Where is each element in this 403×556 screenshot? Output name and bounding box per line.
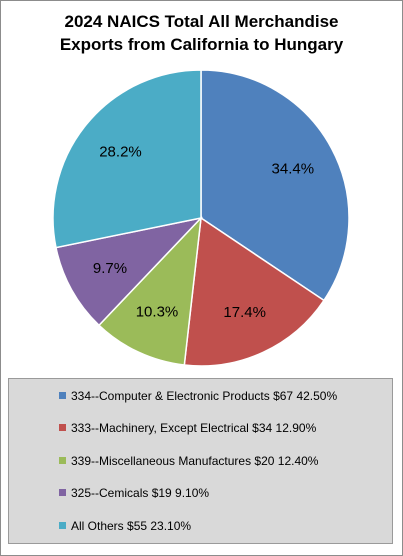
legend-label-325: 325--Cemicals $19 9.10% xyxy=(71,486,210,500)
pie-label-2: 17.4% xyxy=(223,304,266,321)
legend-swatch-333 xyxy=(59,424,66,431)
legend: 334--Computer & Electronic Products $67 … xyxy=(8,378,393,544)
chart-title: 2024 NAICS Total All Merchandise Exports… xyxy=(0,10,403,56)
legend-label-all-others: All Others $55 23.10% xyxy=(71,519,192,533)
legend-label-339: 339--Miscellaneous Manufactures $20 12.4… xyxy=(71,454,319,468)
pie-label-3: 10.3% xyxy=(136,304,179,321)
legend-label-333: 333--Machinery, Except Electrical $34 12… xyxy=(71,421,317,435)
pie-label-5: 28.2% xyxy=(99,144,142,161)
legend-swatch-339 xyxy=(59,457,66,464)
legend-item-all-others: All Others $55 23.10% xyxy=(59,519,191,533)
chart-title-line-2: Exports from California to Hungary xyxy=(59,35,344,54)
legend-swatch-334 xyxy=(59,392,66,399)
pie-slice-3 xyxy=(97,215,202,366)
legend-item-339: 339--Miscellaneous Manufactures $20 12.4… xyxy=(59,454,318,468)
legend-item-334: 334--Computer & Electronic Products $67 … xyxy=(59,389,337,403)
pie-slice-1 xyxy=(200,69,350,302)
pie-chart: 34.4% 17.4% 10.3% 9.7% 28.2% xyxy=(52,69,350,367)
pie-slice-5 xyxy=(52,69,202,249)
pie-slice-2 xyxy=(183,216,325,367)
chart-title-line-1: 2024 NAICS Total All Merchandise xyxy=(64,12,339,31)
pie-label-4: 9.7% xyxy=(93,260,127,277)
legend-swatch-325 xyxy=(59,489,66,496)
pie-slice-4 xyxy=(55,216,204,327)
pie-label-1: 34.4% xyxy=(272,161,315,178)
legend-item-333: 333--Machinery, Except Electrical $34 12… xyxy=(59,421,316,435)
legend-label-334: 334--Computer & Electronic Products $67 … xyxy=(71,389,338,403)
legend-item-325: 325--Cemicals $19 9.10% xyxy=(59,486,209,500)
legend-swatch-all-others xyxy=(59,522,66,529)
